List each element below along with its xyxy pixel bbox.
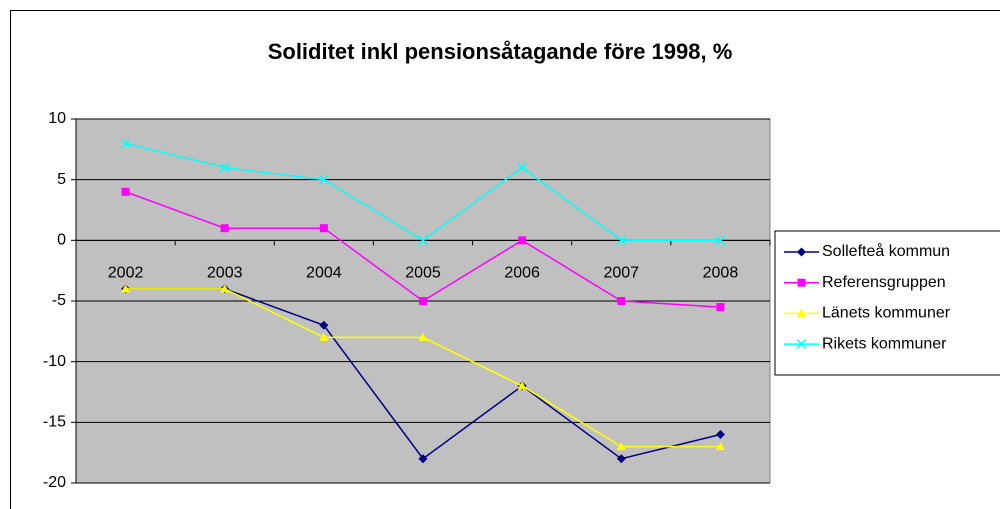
marker (220, 224, 229, 233)
chart-title: Soliditet inkl pensionsåtagande före 199… (268, 39, 733, 64)
legend-marker (797, 247, 806, 257)
marker (517, 381, 527, 390)
x-tick-label: 2008 (703, 265, 739, 282)
marker (518, 236, 527, 245)
legend-label: Referensgruppen (822, 274, 946, 291)
x-tick-label: 2006 (504, 265, 540, 282)
legend-label: Rikets kommuner (822, 335, 947, 352)
y-tick-label: 5 (57, 171, 66, 188)
marker (318, 174, 329, 185)
legend-marker (796, 339, 807, 350)
legend: Sollefteå kommun Referensgruppen Länets ko… (774, 230, 1000, 376)
x-tick-label: 2005 (405, 265, 441, 282)
marker (616, 442, 626, 451)
marker (715, 429, 725, 439)
marker (418, 332, 428, 341)
legend-marker (797, 308, 806, 317)
marker (319, 332, 329, 341)
marker (121, 284, 131, 293)
y-tick-label: 10 (48, 110, 66, 127)
marker (517, 162, 528, 173)
legend-marker (797, 278, 806, 287)
marker (319, 320, 329, 330)
y-tick-label: -15 (43, 414, 66, 431)
marker (715, 235, 726, 246)
marker (715, 442, 725, 451)
marker (417, 235, 429, 246)
y-tick-label: -10 (43, 353, 66, 370)
marker (419, 297, 427, 305)
legend-label: Sollefteå kommun (822, 242, 950, 260)
y-tick-label: 0 (57, 232, 66, 249)
marker (617, 297, 626, 305)
x-tick-label: 2002 (108, 265, 144, 282)
marker (616, 235, 627, 246)
marker (716, 303, 725, 312)
marker (120, 138, 131, 149)
x-tick-label: 2007 (603, 265, 639, 282)
marker (418, 454, 428, 464)
marker (319, 224, 328, 233)
marker (616, 454, 626, 464)
x-tick-label: 2004 (306, 265, 342, 282)
legend-label: Länets kommuner (822, 305, 951, 322)
x-tick-label: 2003 (207, 265, 243, 282)
legend-box (774, 230, 1000, 376)
y-tick-label: -20 (43, 474, 66, 491)
marker (219, 162, 230, 173)
marker (220, 284, 230, 293)
marker (121, 187, 130, 196)
y-tick-label: -5 (52, 292, 66, 309)
